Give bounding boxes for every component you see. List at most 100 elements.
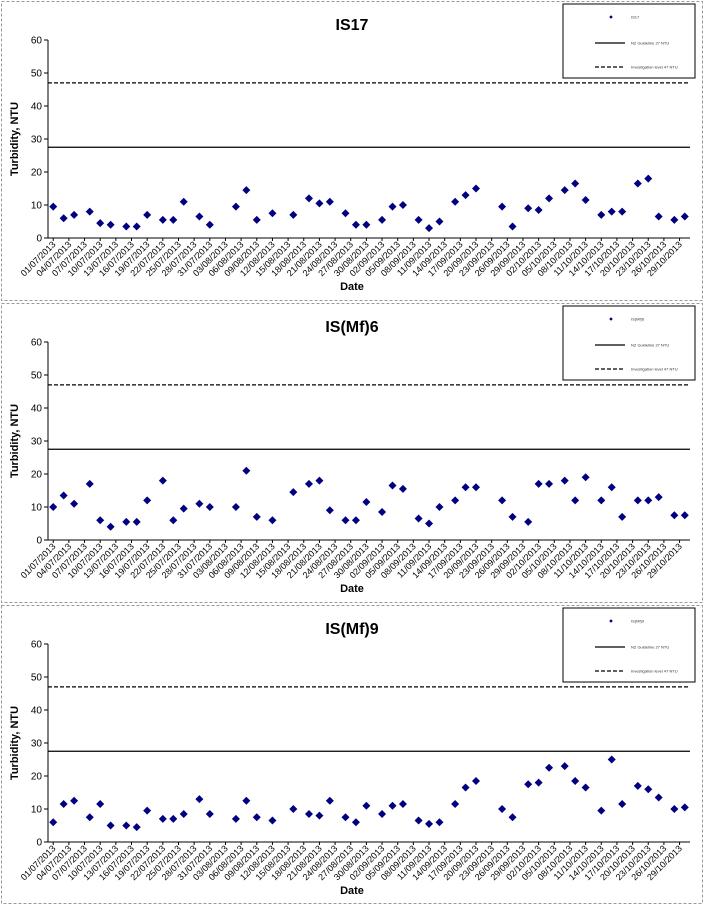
data-point — [571, 776, 580, 785]
y-tick-label: 30 — [31, 739, 43, 750]
data-point — [158, 215, 167, 224]
data-point — [85, 479, 94, 488]
data-point — [534, 778, 543, 787]
chart-panel-1: IS17 0 10 20 30 40 50 60 01/07/2013 04/07/2013 07/… — [0, 0, 704, 302]
data-point — [85, 813, 94, 822]
data-point — [143, 210, 152, 219]
data-point — [670, 511, 679, 520]
data-point — [508, 512, 517, 521]
chart-title: IS17 — [336, 17, 369, 34]
data-point — [122, 222, 131, 231]
y-axis-label: Turbidity, NTU — [9, 706, 21, 780]
data-point — [268, 209, 277, 218]
data-point — [560, 476, 569, 485]
data-point — [451, 197, 460, 206]
data-point — [654, 493, 663, 502]
y-tick-label: 50 — [31, 371, 43, 382]
data-point — [341, 209, 350, 218]
data-point — [341, 516, 350, 525]
x-axis-label: Date — [340, 583, 364, 595]
data-point — [524, 204, 533, 213]
data-point — [70, 210, 79, 219]
y-tick-label: 0 — [36, 838, 42, 849]
data-point — [545, 763, 554, 772]
data-point — [597, 496, 606, 505]
data-point — [398, 800, 407, 809]
data-point — [425, 224, 434, 233]
data-point — [143, 496, 152, 505]
legend-marker — [609, 317, 613, 321]
data-point — [195, 499, 204, 508]
data-point — [59, 214, 68, 223]
data-point — [571, 179, 580, 188]
y-axis-label: Turbidity, NTU — [9, 102, 21, 176]
data-point — [132, 517, 141, 526]
y-tick-label: 60 — [31, 36, 43, 47]
data-point — [524, 780, 533, 789]
data-point — [680, 803, 689, 812]
data-point — [106, 821, 115, 830]
legend-label: NZ Guideline 27 NTU — [631, 41, 669, 46]
data-point — [242, 796, 251, 805]
data-point — [633, 496, 642, 505]
data-point — [268, 516, 277, 525]
data-point — [644, 174, 653, 183]
data-point — [644, 785, 653, 794]
data-point — [414, 215, 423, 224]
data-point — [315, 199, 324, 208]
legend-label: Investigation level 47 NTU — [631, 669, 678, 674]
data-point — [654, 793, 663, 802]
data-point — [524, 517, 533, 526]
data-point — [106, 522, 115, 531]
data-point — [179, 504, 188, 513]
y-tick-label: 20 — [31, 772, 43, 783]
data-point — [169, 215, 178, 224]
data-point — [435, 217, 444, 226]
data-point — [545, 194, 554, 203]
legend: IS(Mf)6 NZ Guideline 27 NTU Investigation … — [562, 305, 696, 381]
data-point — [315, 476, 324, 485]
data-point — [96, 800, 105, 809]
y-tick-label: 0 — [36, 536, 42, 547]
data-point — [534, 205, 543, 214]
legend: IS17 NZ Guideline 27 NTU Investigation lev… — [562, 3, 696, 79]
data-point — [560, 762, 569, 771]
data-point — [508, 813, 517, 822]
data-point — [143, 806, 152, 815]
data-point — [378, 215, 387, 224]
data-point — [472, 776, 480, 785]
data-point — [461, 483, 470, 492]
data-point — [179, 197, 188, 206]
data-point — [158, 814, 167, 823]
data-point — [315, 811, 324, 820]
y-tick-label: 40 — [31, 404, 43, 415]
y-tick-label: 50 — [31, 673, 43, 684]
data-point — [498, 202, 507, 211]
data-point — [195, 795, 204, 804]
data-point — [169, 516, 178, 525]
data-point — [59, 491, 68, 500]
y-tick-label: 60 — [31, 640, 43, 651]
data-point — [325, 506, 334, 515]
chart-svg-3: IS(Mf)9010203040506001/07/201304/07/2013… — [1, 605, 703, 904]
data-point — [325, 796, 334, 805]
data-point — [179, 809, 188, 818]
data-point — [362, 801, 371, 810]
data-point — [388, 202, 397, 211]
data-point — [304, 809, 313, 818]
x-axis-label: Date — [340, 885, 364, 897]
legend: IS(Mf)9 NZ Guideline 27 NTU Investigation … — [562, 607, 696, 683]
y-tick-label: 60 — [31, 338, 43, 349]
data-point — [49, 818, 58, 827]
data-point — [472, 184, 480, 193]
data-point — [560, 186, 569, 195]
data-point — [205, 809, 214, 818]
data-point — [96, 219, 105, 228]
data-point — [242, 466, 251, 475]
chart-svg-2: IS(Mf)6010203040506001/07/201304/07/2013… — [1, 303, 703, 603]
data-point — [498, 496, 507, 505]
data-point — [362, 220, 371, 229]
data-point — [597, 806, 606, 815]
data-point — [205, 220, 214, 229]
data-point — [351, 818, 360, 827]
